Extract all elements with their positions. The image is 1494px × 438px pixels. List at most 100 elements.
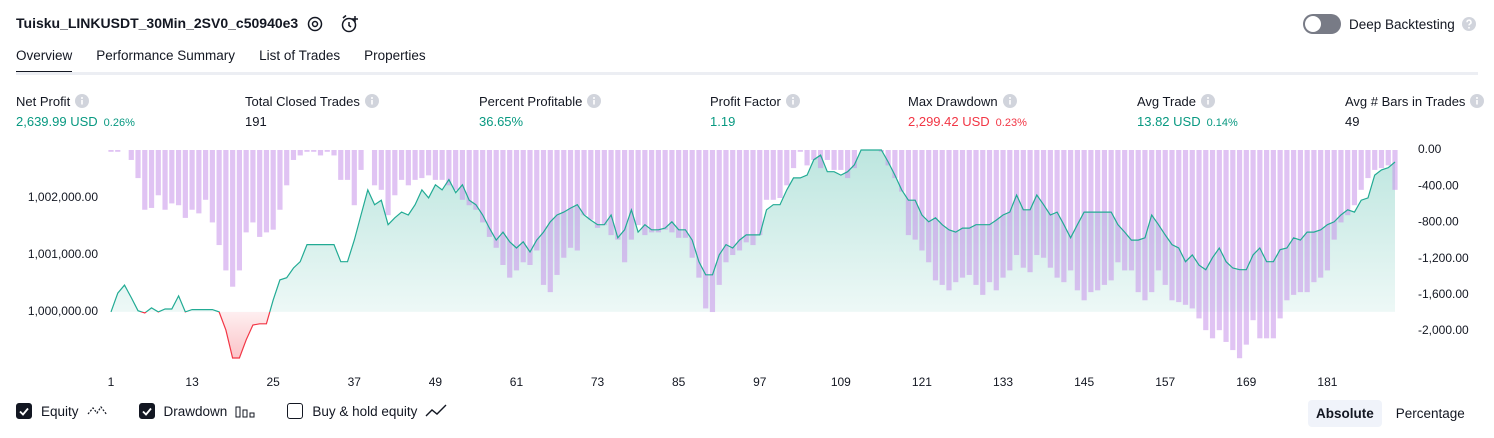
drawdown-bar: [493, 150, 499, 248]
x-tick-label: 73: [591, 375, 605, 389]
tab[interactable]: List of Trades: [259, 48, 341, 63]
metric-value: 1.19: [710, 114, 736, 129]
drawdown-bar: [1000, 150, 1006, 278]
drawdown-bar: [1270, 150, 1276, 339]
metric-value: 2,639.99 USD: [16, 114, 98, 129]
info-icon[interactable]: [1470, 94, 1485, 108]
drawdown-bar: [1203, 150, 1209, 331]
drawdown-bar: [1176, 150, 1182, 303]
legend-item[interactable]: Buy & hold equity: [287, 403, 447, 419]
drawdown-bar: [926, 150, 932, 263]
drawdown-bar: [317, 150, 324, 156]
drawdown-bar: [642, 150, 648, 236]
drawdown-bar: [770, 150, 776, 200]
checkbox[interactable]: [287, 403, 304, 419]
drawdown-bar: [1155, 150, 1162, 271]
drawdown-bar: [973, 150, 979, 285]
x-tick-label: 37: [348, 375, 362, 389]
y-tick-label: 1,000,000.00: [28, 304, 98, 318]
drawdown-bar: [148, 150, 155, 208]
drawdown-bar: [1236, 150, 1243, 359]
drawdown-bar: [669, 150, 675, 233]
info-icon[interactable]: [364, 94, 379, 108]
mode-button[interactable]: Percentage: [1395, 406, 1465, 421]
drawdown-bar: [1047, 150, 1053, 268]
drawdown-bar: [1101, 150, 1108, 285]
legend-item[interactable]: Drawdown: [138, 403, 258, 419]
drawdown-bar: [986, 150, 993, 283]
checkbox[interactable]: [16, 403, 32, 419]
settings-icon[interactable]: [305, 14, 325, 34]
drawdown-bar: [581, 150, 587, 216]
drawdown-bar: [358, 150, 364, 170]
drawdown-bar: [723, 150, 729, 263]
drawdown-bar: [763, 150, 770, 200]
drawdown-bar: [115, 150, 121, 152]
drawdown-bar: [1162, 150, 1168, 285]
info-icon[interactable]: [785, 94, 800, 108]
drawdown-bar: [1122, 150, 1128, 271]
drawdown-bar: [1378, 150, 1385, 169]
tab[interactable]: Overview: [16, 48, 73, 74]
legend-item[interactable]: Equity: [16, 403, 109, 419]
drawdown-bar: [1013, 150, 1020, 256]
info-icon[interactable]: [587, 94, 602, 108]
drawdown-bar: [432, 150, 438, 180]
drawdown-bar: [1318, 150, 1324, 278]
drawdown-bar: [703, 150, 709, 309]
add-alert-icon[interactable]: [339, 13, 361, 35]
drawdown-bar: [736, 150, 743, 251]
drawdown-bar: [1230, 150, 1236, 351]
drawdown-bar: [351, 150, 357, 206]
drawdown-bar: [486, 150, 493, 237]
x-tick-label: 181: [1317, 375, 1337, 389]
metric-value-row: 2,639.99 USD 0.26%: [16, 114, 135, 129]
x-tick-label: 133: [993, 375, 1013, 389]
drawdown-bar: [446, 150, 452, 186]
drawdown-bar: [371, 150, 378, 186]
drawdown-bar: [946, 150, 952, 291]
info-icon[interactable]: [1002, 94, 1017, 108]
x-tick-label: 1: [108, 375, 115, 389]
x-tick-label: 169: [1236, 375, 1256, 389]
drawdown-bar: [615, 150, 621, 240]
drawdown-bar: [162, 150, 168, 210]
drawdown-bar: [824, 150, 830, 160]
metric-value: 2,299.42 USD: [908, 114, 990, 129]
drawdown-bar: [554, 150, 560, 275]
drawdown-bar: [1196, 150, 1202, 319]
help-icon[interactable]: [1455, 16, 1477, 32]
drawdown-bar: [1365, 150, 1371, 179]
drawdown-bar: [1081, 150, 1087, 301]
drawdown-bar: [1128, 150, 1135, 271]
deep-backtesting-toggle[interactable]: [1303, 14, 1341, 34]
info-icon[interactable]: [75, 94, 90, 108]
equity-line: [110, 149, 1396, 359]
mode-button[interactable]: Absolute: [1308, 400, 1382, 427]
x-tick-label: 13: [185, 375, 199, 389]
metric-percent: 0.26%: [103, 117, 135, 129]
tab[interactable]: Performance Summary: [96, 48, 236, 63]
drawdown-bar: [480, 150, 486, 223]
checkbox[interactable]: [138, 403, 155, 419]
info-icon[interactable]: [1201, 94, 1216, 108]
x-tick-label: 145: [1074, 375, 1094, 389]
drawdown-bar: [426, 150, 432, 176]
x-tick-label: 61: [510, 375, 524, 389]
y2-tick-label: -800.00: [1418, 215, 1459, 229]
y-tick-label: 1,001,000.00: [28, 247, 98, 261]
drawdown-bar: [622, 150, 628, 263]
tab[interactable]: Properties: [364, 48, 426, 63]
drawdown-bar: [1115, 150, 1121, 263]
drawdown-bar: [203, 150, 209, 200]
drawdown-bar: [1149, 150, 1155, 293]
y2-tick-label: -2,000.00: [1418, 323, 1469, 337]
drawdown-bar: [601, 150, 607, 226]
drawdown-bar: [905, 150, 912, 236]
tabs: Overview Performance Summary List of Trade…: [16, 48, 426, 74]
metric-value: 36.65%: [479, 114, 524, 129]
legend: Equity Drawdown Buy & hold equity: [16, 403, 477, 419]
metric-value-row: 2,299.42 USD 0.23%: [908, 114, 1027, 129]
metric-label-row: Max Drawdown: [908, 93, 1027, 109]
drawdown-bar: [243, 150, 249, 233]
